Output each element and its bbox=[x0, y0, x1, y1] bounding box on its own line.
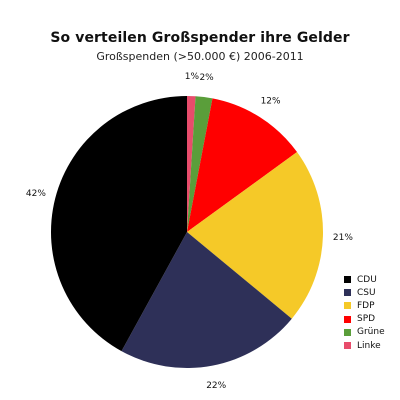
legend-item-cdu: CDU bbox=[344, 273, 385, 286]
legend-swatch bbox=[344, 315, 351, 323]
chart-subtitle: Großspenden (>50.000 €) 2006-2011 bbox=[96, 50, 304, 63]
pie-slice-cdu bbox=[50, 95, 187, 352]
pie-slice-csu bbox=[121, 232, 292, 369]
legend-label: Grüne bbox=[357, 327, 385, 338]
slice-label-cdu: 42% bbox=[26, 189, 46, 199]
pie-slice-grüne bbox=[187, 96, 213, 233]
legend-item-fdp: FDP bbox=[344, 299, 385, 312]
legend-label: CDU bbox=[357, 274, 377, 285]
legend-item-grüne: Grüne bbox=[344, 326, 385, 339]
legend-item-linke: Linke bbox=[344, 339, 385, 352]
legend-swatch bbox=[344, 302, 351, 310]
chart-title: So verteilen Großspender ihre Gelder bbox=[50, 30, 350, 46]
legend-swatch bbox=[344, 276, 351, 284]
slice-label-linke: 1% bbox=[185, 72, 200, 82]
legend-label: CSU bbox=[357, 287, 376, 298]
legend-swatch bbox=[344, 289, 351, 297]
pie-slice-linke bbox=[187, 96, 196, 232]
legend-item-csu: CSU bbox=[344, 286, 385, 299]
pie-slice-fdp bbox=[187, 152, 324, 319]
legend-swatch bbox=[344, 328, 351, 336]
legend: CDU CSU FDP SPD Grüne Linke bbox=[344, 273, 385, 352]
slice-label-spd: 12% bbox=[261, 96, 281, 106]
legend-item-spd: SPD bbox=[344, 313, 385, 326]
legend-label: SPD bbox=[357, 314, 376, 325]
legend-label: FDP bbox=[357, 300, 375, 311]
pie-slice-spd bbox=[187, 98, 298, 232]
legend-swatch bbox=[344, 342, 351, 350]
slice-label-fdp: 21% bbox=[333, 233, 353, 243]
slice-label-grüne: 2% bbox=[199, 73, 214, 83]
slice-label-csu: 22% bbox=[206, 381, 226, 391]
legend-label: Linke bbox=[357, 340, 381, 351]
